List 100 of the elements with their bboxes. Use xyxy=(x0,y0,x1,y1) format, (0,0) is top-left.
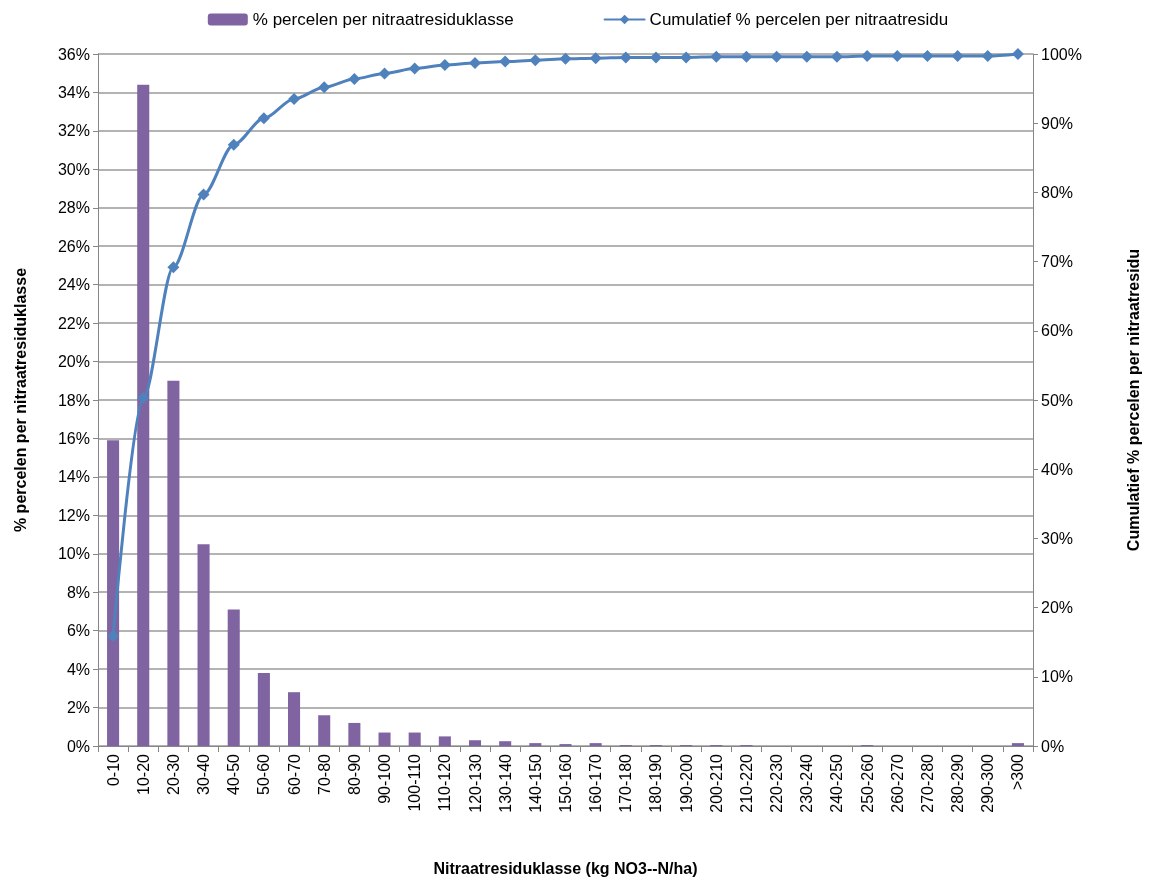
x-tick-label: 110-120 xyxy=(436,753,454,812)
bar xyxy=(438,736,451,746)
x-tick-label: 240-250 xyxy=(828,753,846,813)
x-tick-label: 250-260 xyxy=(858,753,876,813)
y2-tick-label: 60% xyxy=(1041,322,1074,340)
y-tick-label: 2% xyxy=(66,699,90,717)
legend-label: % percelen per nitraatresiduklasse xyxy=(252,10,514,29)
x-tick-label: 180-190 xyxy=(647,753,665,813)
bar xyxy=(468,740,482,746)
y-tick-label: 36% xyxy=(57,45,90,63)
x-tick-label: 40-50 xyxy=(225,753,243,795)
point xyxy=(740,50,753,63)
y-tick-label: 10% xyxy=(57,545,90,563)
y-tick-label: 30% xyxy=(57,160,90,178)
point xyxy=(710,50,723,63)
point xyxy=(167,261,180,274)
y-tick-label: 32% xyxy=(57,122,90,140)
y2-axis-title: Cumulatief % percelen per nitraatresidu xyxy=(1124,248,1142,552)
bar xyxy=(167,380,180,746)
x-tick-label: 220-230 xyxy=(768,753,786,813)
point xyxy=(921,50,934,63)
x-tick-label: 230-240 xyxy=(798,753,816,813)
y2-tick-label: 50% xyxy=(1041,391,1074,409)
bar xyxy=(408,732,421,746)
y-tick-label: 24% xyxy=(57,276,90,294)
x-tick-label: 290-300 xyxy=(979,753,997,813)
x-tick-label: 120-130 xyxy=(466,753,484,813)
x-tick-label: 80-90 xyxy=(345,753,363,795)
x-tick-label: 260-270 xyxy=(888,753,906,813)
x-tick-label: >300 xyxy=(1009,753,1027,791)
y-tick-label: 12% xyxy=(57,506,90,524)
x-tick-label: 60-70 xyxy=(285,753,303,795)
bar xyxy=(227,609,240,746)
x-tick-label: 70-80 xyxy=(315,753,333,795)
y-tick-label: 26% xyxy=(57,237,90,255)
y-tick-label: 6% xyxy=(66,622,90,640)
x-tick-label: 280-290 xyxy=(949,753,967,813)
y-tick-label: 20% xyxy=(57,353,90,371)
x-tick-label: 30-40 xyxy=(195,753,213,795)
x-tick-label: 100-110 xyxy=(406,753,424,812)
y-tick-label: 28% xyxy=(57,199,90,217)
x-tick-label: 150-160 xyxy=(557,753,574,813)
point xyxy=(408,62,421,75)
bar xyxy=(499,741,512,746)
x-tick-label: 190-200 xyxy=(677,753,695,813)
x-tick-label: 10-20 xyxy=(134,753,152,795)
x-axis-title: Nitraatresiduklasse (kg NO3--N/ha) xyxy=(433,859,698,877)
x-tick-label: 200-210 xyxy=(707,753,725,813)
y2-tick-label: 100% xyxy=(1041,45,1082,63)
y-tick-label: 16% xyxy=(57,429,90,447)
point xyxy=(137,391,150,404)
bar xyxy=(107,440,120,746)
point xyxy=(529,54,542,67)
point xyxy=(288,92,301,105)
x-tick-label: 20-30 xyxy=(164,753,182,795)
point xyxy=(951,50,964,63)
y2-tick-label: 80% xyxy=(1041,183,1074,201)
y-tick-label: 0% xyxy=(66,737,90,755)
bar xyxy=(288,692,301,746)
x-tick-label: 160-170 xyxy=(587,753,605,813)
x-tick-label: 90-100 xyxy=(376,753,394,804)
bar xyxy=(197,544,210,746)
point xyxy=(770,50,783,63)
legend-label: Cumulatief % percelen per nitraatresidu xyxy=(649,10,949,29)
point xyxy=(197,188,210,201)
point xyxy=(227,138,240,151)
y2-tick-label: 0% xyxy=(1041,737,1065,755)
point xyxy=(348,72,361,85)
x-tick-label: 210-220 xyxy=(737,753,755,813)
point xyxy=(257,112,270,125)
bar xyxy=(137,84,150,746)
bar xyxy=(257,672,270,746)
y-tick-label: 34% xyxy=(57,83,90,101)
point xyxy=(378,67,391,80)
bar xyxy=(529,743,542,746)
bar xyxy=(378,732,391,746)
y2-tick-label: 70% xyxy=(1041,253,1074,271)
bar xyxy=(1011,743,1024,746)
y2-tick-label: 90% xyxy=(1041,114,1074,132)
y-tick-label: 14% xyxy=(57,468,90,486)
x-tick-label: 130-140 xyxy=(496,753,514,813)
x-tick-label: 0-10 xyxy=(104,753,122,787)
y2-tick-label: 20% xyxy=(1041,599,1074,617)
bar xyxy=(318,715,331,746)
point xyxy=(318,81,331,94)
x-tick-label: 170-180 xyxy=(617,753,635,813)
y-tick-label: 4% xyxy=(66,660,90,678)
x-tick-label: 140-150 xyxy=(526,753,544,813)
bar xyxy=(589,743,602,746)
y-axis-title: % percelen per nitraatresiduklasse xyxy=(11,267,29,533)
y2-tick-label: 40% xyxy=(1041,460,1074,478)
x-tick-label: 50-60 xyxy=(255,753,273,795)
y2-tick-label: 10% xyxy=(1041,668,1074,686)
bar xyxy=(348,722,361,746)
point xyxy=(559,52,572,65)
x-tick-label: 270-280 xyxy=(918,753,936,813)
y-tick-label: 8% xyxy=(66,583,90,601)
y-tick-label: 18% xyxy=(57,391,90,409)
y2-tick-label: 30% xyxy=(1041,529,1074,547)
y-tick-label: 22% xyxy=(57,314,90,332)
